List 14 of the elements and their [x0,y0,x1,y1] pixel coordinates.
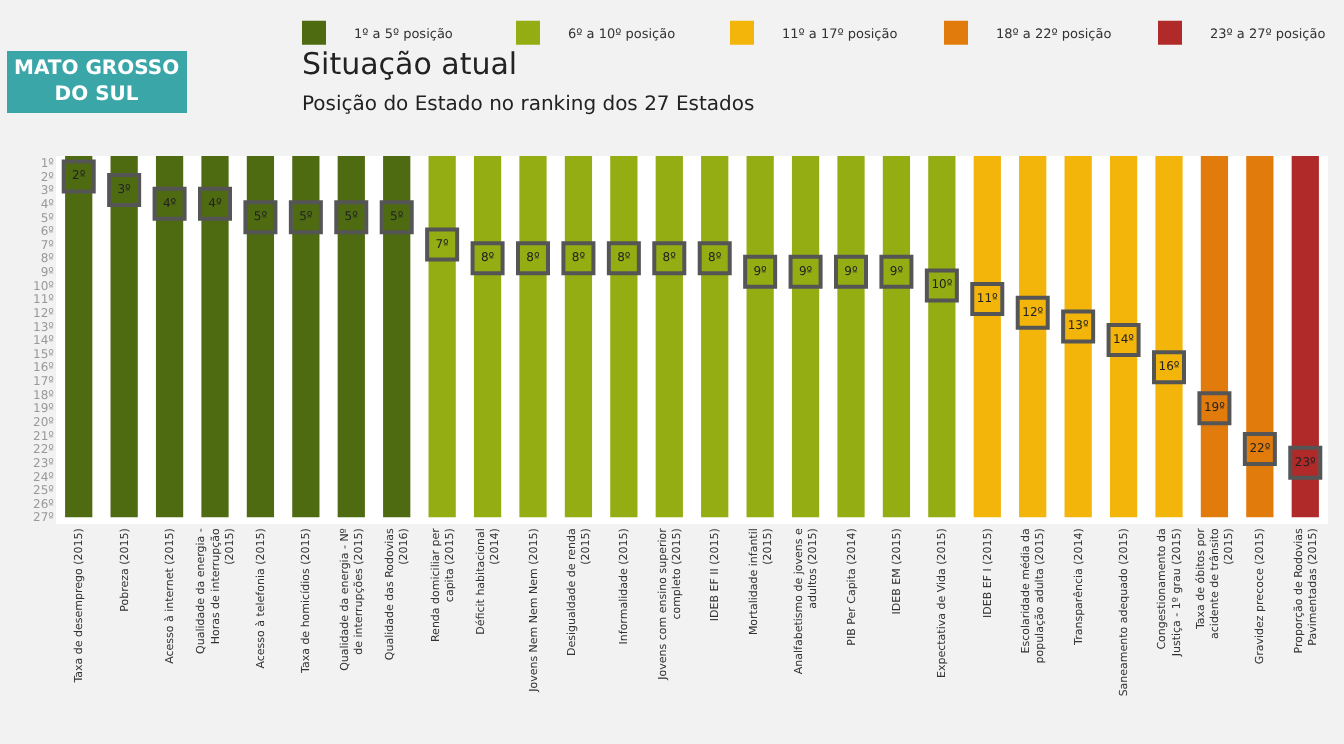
point [425,227,460,262]
point [379,200,414,235]
point [152,186,187,221]
point [697,241,732,276]
chart-subtitle: Posição do Estado no ranking dos 27 Estados [302,94,755,116]
point [107,173,142,208]
point [61,159,96,194]
point [288,200,323,235]
point [198,186,232,221]
point [743,254,778,289]
point [606,241,641,276]
chart-title: Situação atual [302,46,518,82]
text: MATO GROSSO DO SUL [14,58,180,106]
point [470,241,505,276]
